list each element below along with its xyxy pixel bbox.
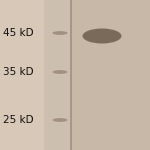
Ellipse shape <box>52 118 68 122</box>
Text: 25 kD: 25 kD <box>3 115 34 125</box>
Text: 45 kD: 45 kD <box>3 28 34 38</box>
FancyBboxPatch shape <box>44 0 71 150</box>
Text: 35 kD: 35 kD <box>3 67 34 77</box>
Ellipse shape <box>52 70 68 74</box>
FancyBboxPatch shape <box>71 0 150 150</box>
Ellipse shape <box>52 31 68 35</box>
Ellipse shape <box>82 28 122 44</box>
